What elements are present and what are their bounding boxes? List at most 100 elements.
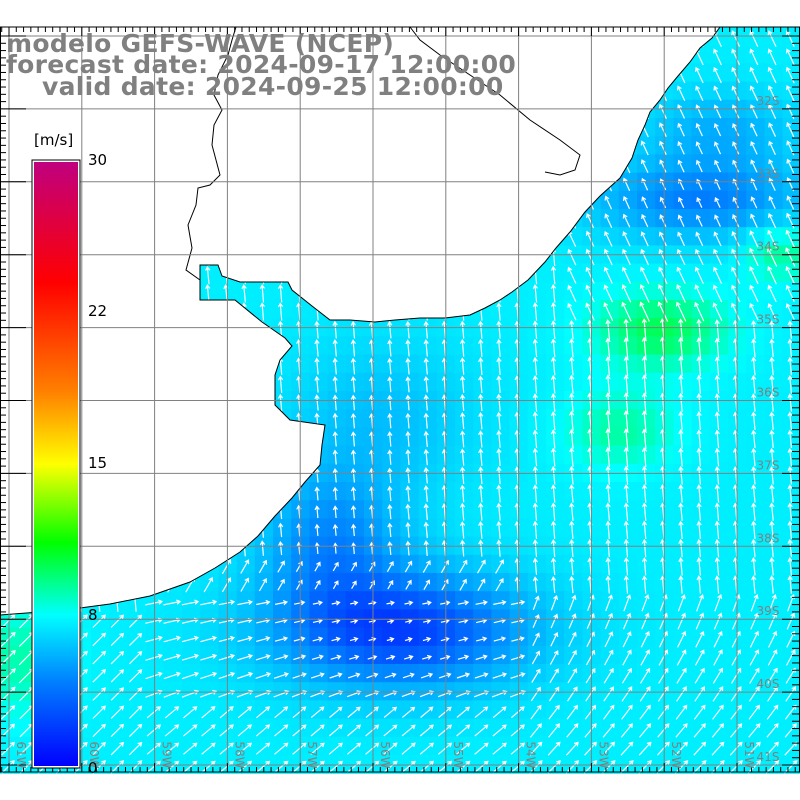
wind-arrow: [496, 320, 502, 339]
speed-cell: [254, 664, 274, 683]
speed-cell: [691, 482, 711, 501]
wind-arrow: [751, 575, 757, 594]
speed-cell: [109, 736, 128, 756]
wind-arrow: [310, 706, 325, 719]
speed-cell: [637, 154, 656, 174]
speed-cell: [91, 700, 110, 720]
wind-arrow: [548, 723, 561, 738]
speed-cell: [400, 518, 420, 538]
wind-arrow: [532, 375, 538, 394]
wind-arrow: [219, 724, 234, 737]
wind-arrow: [605, 410, 611, 432]
wind-arrow: [641, 465, 648, 485]
wind-arrow: [677, 159, 685, 173]
speed-cell: [200, 627, 219, 647]
wind-arrow: [366, 672, 379, 679]
speed-cell: [327, 445, 347, 465]
wind-arrow: [405, 376, 411, 393]
speed-cell: [327, 591, 347, 610]
speed-cell: [418, 409, 438, 428]
wind-arrow: [568, 594, 577, 611]
wind-arrow: [641, 447, 648, 468]
speed-cell: [455, 482, 474, 501]
speed-cell: [782, 263, 800, 283]
wind-arrow: [146, 760, 162, 773]
wind-arrow: [548, 704, 560, 720]
wind-arrow: [420, 672, 434, 679]
wind-arrow: [766, 704, 779, 720]
wind-arrow: [384, 672, 397, 679]
wind-arrow: [678, 447, 684, 467]
speed-cell: [491, 482, 511, 501]
wind-arrow: [146, 742, 162, 755]
wind-arrow: [237, 760, 253, 773]
speed-cell: [527, 573, 547, 592]
wind-arrow: [201, 742, 216, 755]
wind-arrow: [110, 650, 125, 665]
speed-cell: [600, 482, 620, 501]
wind-arrow: [623, 392, 629, 413]
wind-arrow: [658, 649, 669, 666]
wind-arrow: [349, 636, 359, 643]
longitude-label: 60W: [87, 741, 101, 768]
wind-arrow: [696, 318, 702, 341]
wind-arrow: [695, 122, 703, 137]
wind-arrow: [492, 760, 507, 773]
wind-arrow: [696, 538, 702, 558]
wind-arrow: [492, 742, 507, 755]
speed-cell: [618, 736, 638, 756]
speed-cell: [382, 354, 401, 374]
wind-arrow: [767, 229, 777, 248]
speed-cell: [546, 736, 565, 756]
wind-arrow: [622, 195, 631, 209]
wind-arrow: [640, 140, 649, 156]
speed-cell: [382, 518, 401, 538]
latitude-label: 35S: [757, 313, 780, 327]
wind-arrow: [255, 724, 271, 737]
wind-arrow: [423, 394, 429, 411]
speed-cell: [400, 427, 420, 447]
wind-arrow: [312, 600, 324, 606]
speed-cell: [109, 755, 128, 774]
wind-arrow: [240, 577, 250, 592]
speed-cell: [473, 591, 492, 610]
wind-arrow: [769, 375, 775, 394]
wind-arrow: [510, 654, 526, 661]
wind-arrow: [787, 393, 793, 412]
speed-cell: [418, 591, 438, 610]
wind-arrow: [532, 539, 538, 557]
wind-arrow: [641, 196, 649, 209]
wind-arrow: [292, 760, 307, 773]
wind-arrow: [605, 319, 611, 341]
wind-arrow: [584, 741, 597, 756]
wind-arrow: [729, 760, 743, 774]
speed-cell: [127, 700, 147, 720]
speed-cell: [546, 300, 565, 319]
speed-cell: [746, 118, 765, 137]
wind-arrow: [456, 742, 471, 755]
speed-cell: [764, 372, 784, 392]
wind-arrow: [550, 613, 559, 629]
speed-cell: [546, 263, 565, 283]
wind-arrow: [729, 741, 743, 756]
wind-arrow: [569, 539, 575, 558]
wind-arrow: [387, 485, 393, 502]
wind-arrow: [237, 724, 252, 737]
wind-arrow: [405, 412, 411, 429]
wind-arrow: [350, 339, 356, 357]
wind-arrow: [678, 410, 684, 431]
wind-arrow: [492, 706, 507, 719]
speed-cell: [200, 664, 219, 683]
wind-arrow: [696, 502, 702, 521]
speed-cell: [455, 591, 474, 610]
speed-cell: [418, 354, 438, 374]
wind-arrow: [769, 320, 775, 340]
wind-arrow: [510, 672, 526, 679]
frame-ticks: [0, 27, 800, 772]
wind-arrow: [768, 140, 776, 155]
wind-arrow: [218, 635, 235, 643]
wind-arrow: [478, 357, 484, 375]
speed-cell: [600, 372, 620, 392]
wind-arrow: [711, 723, 725, 738]
speed-cell: [782, 700, 800, 720]
